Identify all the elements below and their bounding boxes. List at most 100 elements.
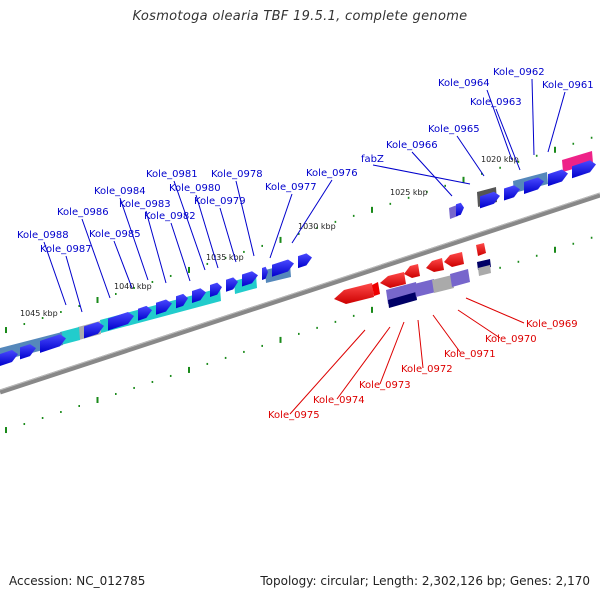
genome-summary-text: Topology: circular; Length: 2,302,126 bp…	[260, 574, 590, 588]
feature-kole-0969-b[interactable]	[478, 265, 491, 276]
label-kole-0985[interactable]: Kole_0985	[89, 229, 141, 240]
label-leader-line	[495, 108, 521, 171]
gene-kole-0969[interactable]	[476, 243, 486, 256]
label-leader-line	[379, 321, 405, 385]
forward-gene-arrow	[226, 277, 238, 292]
feature-kole-0974-sub[interactable]	[388, 292, 417, 308]
label-kole-0969[interactable]: Kole_0969	[526, 319, 578, 330]
kbp-label-1035: 1035 kbp	[206, 253, 244, 262]
label-kole-0963[interactable]: Kole_0963	[470, 97, 522, 108]
reverse-feature-track	[334, 243, 491, 308]
label-kole-0978[interactable]: Kole_0978	[211, 169, 263, 180]
forward-gene-arrows	[0, 160, 596, 366]
label-kole-0974[interactable]: Kole_0974	[313, 395, 365, 406]
label-fabz[interactable]: fabZ	[361, 154, 384, 165]
label-kole-0976[interactable]: Kole_0976	[306, 168, 358, 179]
label-leader-line	[417, 319, 424, 369]
label-leader-line	[531, 78, 535, 156]
kbp-label-1045: 1045 kbp	[20, 309, 58, 318]
label-kole-0961[interactable]: Kole_0961	[542, 80, 594, 91]
feature-kole-0970[interactable]	[450, 269, 470, 287]
label-kole-0973[interactable]: Kole_0973	[359, 380, 411, 391]
label-leader-line	[432, 314, 461, 353]
outer-tick-marks	[5, 136, 593, 334]
label-leader-line	[173, 180, 206, 271]
gene-kole-0974-marker[interactable]	[372, 282, 380, 296]
label-leader-line	[289, 329, 366, 415]
accession-text: Accession: NC_012785	[9, 574, 146, 588]
label-leader-line	[269, 193, 293, 259]
label-leader-line	[411, 151, 453, 197]
label-leader-line	[372, 164, 471, 185]
label-kole-0975[interactable]: Kole_0975	[268, 410, 320, 421]
label-leader-line	[486, 89, 513, 161]
genome-backbone-highlight	[0, 192, 600, 391]
label-leader-line	[43, 241, 67, 306]
forward-gene-arrow	[176, 293, 188, 309]
forward-gene-arrow	[156, 299, 172, 315]
forward-gene-arrow	[262, 266, 268, 280]
label-leader-line	[336, 326, 391, 400]
label-leader-line	[195, 194, 219, 269]
forward-gene-arrow	[456, 202, 464, 217]
label-leader-line	[119, 197, 149, 281]
label-kole-0979[interactable]: Kole_0979	[194, 196, 246, 207]
gene-kole-0975[interactable]	[334, 283, 374, 304]
kbp-label-1040: 1040 kbp	[114, 282, 152, 291]
label-kole-0977[interactable]: Kole_0977	[265, 182, 317, 193]
gene-kole-0971[interactable]	[426, 258, 444, 272]
feature-kole-0966[interactable]	[449, 205, 458, 219]
label-leader-line	[65, 255, 83, 313]
kbp-label-1030: 1030 kbp	[298, 222, 336, 231]
label-kole-0988[interactable]: Kole_0988	[17, 230, 69, 241]
label-leader-line	[219, 207, 237, 263]
label-kole-0984[interactable]: Kole_0984	[94, 186, 146, 197]
forward-gene-arrow	[548, 169, 568, 187]
gene-kole-0970[interactable]	[444, 252, 464, 267]
forward-gene-arrow	[524, 177, 544, 194]
feature-kole-0971[interactable]	[432, 275, 454, 293]
feature-kole-0962[interactable]	[562, 151, 593, 172]
label-leader-line	[235, 180, 255, 257]
label-kole-0962[interactable]: Kole_0962	[493, 67, 545, 78]
label-kole-0981[interactable]: Kole_0981	[146, 169, 198, 180]
label-kole-0986[interactable]: Kole_0986	[57, 207, 109, 218]
label-leader-line	[81, 218, 111, 299]
label-leader-line	[170, 222, 191, 282]
forward-gene-arrow	[108, 311, 134, 331]
gene-labels: Kole_0962 Kole_0964 Kole_0961 Kole_0963 …	[17, 67, 594, 421]
forward-gene-arrow	[242, 271, 258, 287]
forward-gene-arrow	[0, 350, 18, 366]
label-kole-0964[interactable]: Kole_0964	[438, 78, 490, 89]
label-kole-0980[interactable]: Kole_0980	[169, 183, 221, 194]
kbp-label-1025: 1025 kbp	[390, 188, 428, 197]
map-title: Kosmotoga olearia TBF 19.5.1, complete g…	[132, 9, 468, 24]
gene-label-leaders	[43, 78, 566, 415]
feature-kole-0987[interactable]	[60, 327, 80, 345]
label-kole-0987[interactable]: Kole_0987	[40, 244, 92, 255]
forward-gene-arrow	[572, 160, 596, 179]
label-leader-line	[465, 297, 525, 324]
forward-gene-arrow	[192, 288, 206, 303]
label-leader-line	[456, 135, 485, 177]
label-kole-0966[interactable]: Kole_0966	[386, 140, 438, 151]
label-leader-line	[547, 91, 566, 153]
forward-gene-arrow	[20, 344, 36, 360]
label-kole-0982[interactable]: Kole_0982	[144, 211, 196, 222]
feature-kole-0972[interactable]	[414, 279, 436, 297]
label-kole-0970[interactable]: Kole_0970	[485, 334, 537, 345]
forward-gene-arrow	[138, 305, 152, 321]
forward-gene-arrow	[40, 334, 66, 353]
label-kole-0965[interactable]: Kole_0965	[428, 124, 480, 135]
label-leader-line	[113, 240, 133, 289]
label-kole-0983[interactable]: Kole_0983	[119, 199, 171, 210]
forward-gene-arrow	[504, 185, 520, 201]
label-leader-line	[145, 210, 167, 284]
label-kole-0972[interactable]: Kole_0972	[401, 364, 453, 375]
gene-kole-0972[interactable]	[404, 264, 420, 278]
label-kole-0971[interactable]: Kole_0971	[444, 349, 496, 360]
forward-gene-arrow	[480, 191, 500, 209]
gene-kole-0973[interactable]	[380, 272, 406, 288]
kbp-label-1020: 1020 kbp	[481, 155, 519, 164]
